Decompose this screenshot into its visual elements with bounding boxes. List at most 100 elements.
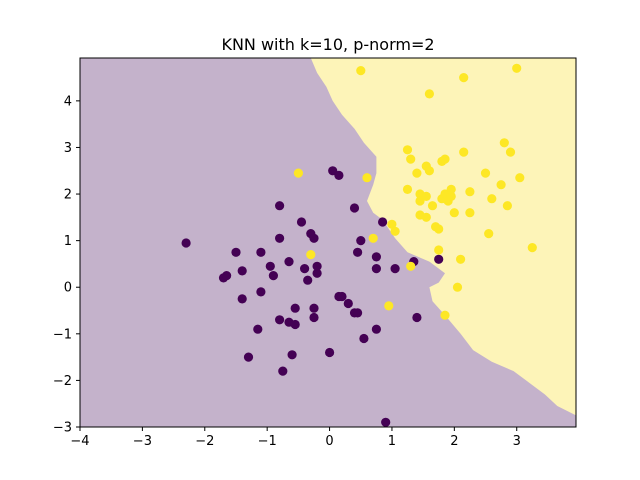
data-point-class-0	[371, 324, 381, 334]
data-point-class-1	[306, 250, 316, 260]
data-point-class-1	[402, 145, 413, 155]
data-point-class-0	[309, 233, 319, 243]
region-class-1	[310, 58, 576, 416]
data-point-class-0	[434, 254, 444, 264]
x-tick-label: −2	[195, 434, 214, 449]
data-point-class-0	[237, 294, 247, 304]
y-tick-label: 0	[64, 281, 72, 296]
data-point-class-1	[449, 208, 459, 218]
data-point-class-1	[446, 184, 456, 194]
data-point-class-0	[290, 303, 300, 313]
data-point-class-0	[353, 308, 363, 318]
data-point-class-0	[181, 238, 191, 248]
data-point-class-1	[362, 173, 372, 183]
data-point-class-0	[231, 247, 241, 257]
y-tick-label: −2	[53, 374, 72, 389]
data-point-class-0	[275, 201, 285, 211]
data-point-class-1	[293, 168, 303, 178]
data-point-class-0	[412, 312, 422, 323]
decision-regions	[80, 58, 576, 427]
data-point-class-1	[368, 233, 378, 243]
data-point-class-1	[434, 245, 444, 255]
data-point-class-0	[309, 312, 319, 323]
x-tick-label: −4	[70, 434, 89, 449]
data-point-class-0	[222, 271, 232, 281]
data-point-class-0	[359, 333, 369, 344]
data-point-class-0	[275, 315, 285, 325]
data-point-class-0	[378, 217, 388, 227]
data-point-class-1	[384, 301, 394, 311]
data-point-class-0	[334, 170, 344, 180]
data-point-class-0	[300, 264, 310, 274]
data-point-class-0	[356, 236, 366, 246]
data-point-class-1	[387, 219, 397, 229]
data-point-class-1	[465, 187, 475, 197]
data-point-class-1	[406, 154, 416, 164]
y-tick-label: −1	[53, 327, 72, 342]
data-point-class-0	[284, 257, 294, 267]
data-point-class-1	[427, 201, 438, 211]
data-point-class-0	[349, 203, 360, 213]
data-point-class-1	[496, 180, 506, 190]
x-tick-label: −3	[133, 434, 152, 449]
data-point-class-1	[484, 229, 494, 239]
x-tick-label: 3	[513, 434, 521, 449]
y-tick-label: −3	[53, 421, 72, 436]
data-point-class-0	[256, 287, 266, 297]
data-point-class-1	[487, 194, 497, 204]
data-point-class-1	[356, 66, 366, 76]
y-tick-label: 1	[64, 234, 72, 249]
data-point-class-0	[390, 264, 400, 274]
plot-frame	[79, 57, 577, 428]
data-point-class-1	[412, 168, 422, 178]
y-tick-label: 3	[64, 141, 72, 156]
data-point-class-1	[459, 73, 469, 83]
data-point-class-0	[309, 303, 319, 313]
data-point-class-0	[243, 352, 254, 362]
data-points	[181, 63, 537, 427]
data-point-class-1	[446, 191, 456, 201]
data-point-class-1	[440, 154, 450, 164]
data-point-class-0	[278, 366, 288, 376]
data-point-class-0	[325, 347, 335, 358]
data-point-class-1	[499, 138, 509, 148]
data-point-class-0	[312, 261, 322, 271]
data-point-class-0	[290, 319, 300, 330]
data-point-class-1	[480, 168, 491, 178]
data-point-class-0	[256, 247, 266, 257]
x-tick-label: −1	[258, 434, 277, 449]
data-point-class-0	[312, 268, 322, 278]
data-point-class-1	[424, 166, 434, 176]
x-tick-label: 2	[450, 434, 458, 449]
data-point-class-0	[237, 266, 247, 276]
data-point-class-0	[268, 271, 278, 281]
data-point-class-1	[424, 89, 434, 99]
data-point-class-1	[465, 208, 475, 218]
data-point-class-1	[456, 254, 466, 264]
data-point-class-1	[459, 147, 469, 157]
x-tick-label: 1	[388, 434, 396, 449]
data-point-class-1	[512, 63, 522, 73]
data-point-class-0	[371, 264, 381, 274]
data-point-class-1	[502, 201, 512, 211]
data-point-class-1	[515, 173, 525, 183]
data-point-class-0	[337, 291, 347, 302]
data-point-class-1	[452, 282, 463, 292]
data-point-class-0	[265, 261, 275, 271]
data-point-class-1	[421, 191, 431, 201]
data-point-class-1	[527, 243, 537, 253]
data-point-class-0	[381, 417, 391, 427]
data-point-class-1	[402, 184, 413, 194]
data-point-class-0	[275, 233, 285, 243]
data-point-class-1	[434, 224, 444, 234]
y-tick-label: 2	[64, 188, 72, 203]
data-point-class-0	[253, 324, 263, 334]
data-point-class-0	[303, 275, 313, 285]
y-tick-label: 4	[64, 94, 72, 109]
data-point-class-1	[415, 196, 425, 206]
x-tick-label: 0	[325, 434, 333, 449]
data-point-class-0	[353, 247, 363, 257]
data-point-class-0	[296, 217, 307, 227]
